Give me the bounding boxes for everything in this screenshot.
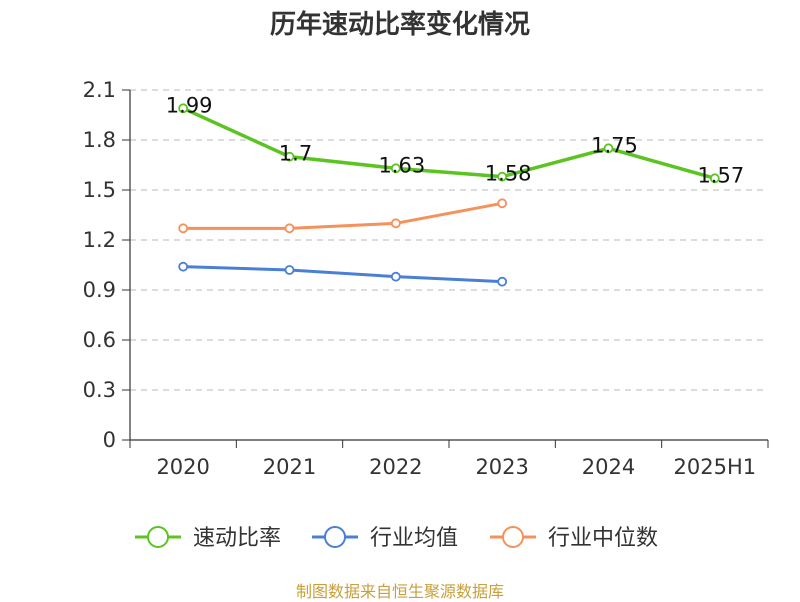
chart-title: 历年速动比率变化情况 bbox=[269, 10, 530, 40]
x-tick-label: 2024 bbox=[582, 455, 635, 479]
y-tick-label: 1.5 bbox=[83, 178, 116, 202]
data-point bbox=[284, 265, 295, 275]
y-tick-label: 0.3 bbox=[83, 378, 116, 402]
data-point bbox=[390, 218, 401, 229]
x-tick-label: 2025H1 bbox=[674, 455, 757, 479]
data-point bbox=[284, 151, 295, 162]
data-label: 1.58 bbox=[485, 162, 532, 186]
x-tick-label: 2021 bbox=[263, 455, 316, 479]
data-label: 1.57 bbox=[697, 163, 744, 187]
legend: 速动比率 行业均值 行业中位数 bbox=[135, 526, 658, 551]
data-label: 1.75 bbox=[591, 133, 638, 157]
series-lines bbox=[178, 103, 720, 287]
data-point bbox=[390, 163, 401, 174]
y-tick-label: 0.6 bbox=[83, 328, 116, 352]
data-point bbox=[497, 276, 508, 287]
y-tick-label: 1.2 bbox=[83, 228, 116, 252]
data-point bbox=[603, 143, 614, 154]
legend-label: 速动比率 bbox=[193, 526, 281, 551]
data-label: 1.7 bbox=[279, 142, 312, 166]
legend-marker bbox=[147, 526, 169, 548]
data-label: 1.63 bbox=[378, 153, 425, 177]
y-tick-label: 2.1 bbox=[83, 78, 116, 102]
series-line-1 bbox=[181, 265, 504, 284]
legend-label: 行业中位数 bbox=[548, 526, 658, 551]
series-line-2 bbox=[181, 201, 504, 230]
x-tick-label: 2020 bbox=[156, 455, 209, 479]
axes: 0 0.3 0.6 0.9 1.2 1.5 1.8 2.1 2020 2021 2022 2023 20… bbox=[83, 78, 769, 479]
data-labels: 1.99 1.7 1.63 1.58 1.75 1.57 bbox=[166, 93, 744, 187]
legend-label: 行业均值 bbox=[370, 526, 458, 551]
y-tick-label: 1.8 bbox=[83, 128, 116, 152]
legend-marker bbox=[324, 526, 346, 548]
data-point bbox=[284, 223, 295, 234]
data-label: 1.99 bbox=[166, 93, 213, 117]
x-tick-label: 2023 bbox=[475, 455, 528, 479]
data-point bbox=[178, 223, 189, 234]
data-point bbox=[178, 261, 189, 272]
data-point bbox=[178, 103, 189, 114]
series-line-0 bbox=[181, 106, 717, 181]
y-tick-label: 0.9 bbox=[83, 278, 116, 302]
data-point bbox=[497, 198, 508, 209]
data-point bbox=[709, 173, 720, 184]
x-tick-label: 2022 bbox=[369, 455, 422, 479]
y-tick-label: 0 bbox=[103, 428, 116, 452]
data-point bbox=[390, 271, 401, 282]
grid-lines bbox=[130, 89, 768, 391]
data-point bbox=[497, 171, 508, 182]
source-note: 制图数据来自恒生聚源数据库 bbox=[295, 582, 504, 601]
legend-marker bbox=[502, 526, 524, 548]
